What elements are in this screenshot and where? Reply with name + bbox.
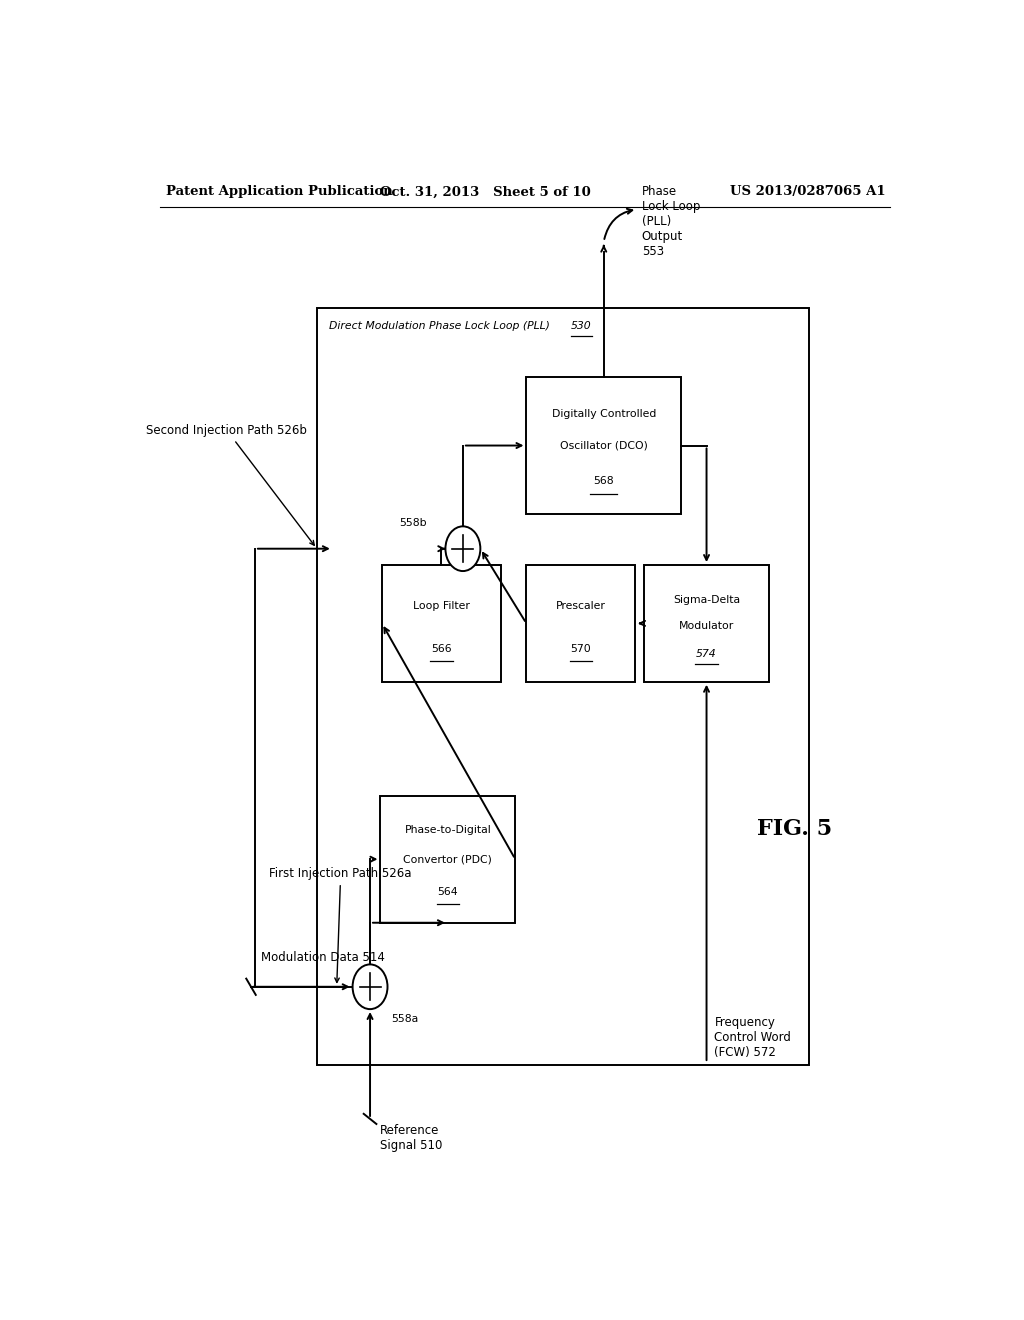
Text: Oct. 31, 2013   Sheet 5 of 10: Oct. 31, 2013 Sheet 5 of 10 — [380, 185, 591, 198]
Text: US 2013/0287065 A1: US 2013/0287065 A1 — [730, 185, 886, 198]
Bar — [526, 565, 635, 682]
Text: Sigma-Delta: Sigma-Delta — [673, 595, 740, 605]
Text: Oscillator (DCO): Oscillator (DCO) — [560, 441, 648, 450]
Text: Reference
Signal 510: Reference Signal 510 — [380, 1125, 442, 1152]
Text: Frequency
Control Word
(FCW) 572: Frequency Control Word (FCW) 572 — [715, 1016, 792, 1059]
Circle shape — [445, 527, 480, 572]
Text: 530: 530 — [570, 321, 592, 331]
Text: 570: 570 — [570, 644, 591, 655]
Text: 568: 568 — [594, 477, 614, 486]
Text: 558b: 558b — [399, 519, 427, 528]
Text: Modulation Data 514: Modulation Data 514 — [261, 952, 385, 965]
Text: 574: 574 — [696, 649, 717, 659]
Text: Phase
Lock Loop
(PLL)
Output
553: Phase Lock Loop (PLL) Output 553 — [642, 185, 700, 257]
Circle shape — [352, 965, 387, 1008]
Text: FIG. 5: FIG. 5 — [757, 818, 833, 841]
Text: First Injection Path 526a: First Injection Path 526a — [269, 867, 412, 982]
Text: Prescaler: Prescaler — [556, 601, 605, 611]
Text: Patent Application Publication: Patent Application Publication — [166, 185, 393, 198]
Text: Direct Modulation Phase Lock Loop (PLL): Direct Modulation Phase Lock Loop (PLL) — [329, 321, 553, 331]
Bar — [316, 308, 809, 1065]
Text: 558a: 558a — [391, 1014, 419, 1024]
Text: Second Injection Path 526b: Second Injection Path 526b — [146, 424, 314, 545]
Text: Convertor (PDC): Convertor (PDC) — [403, 854, 493, 865]
Text: 566: 566 — [431, 644, 452, 655]
Bar — [644, 565, 769, 682]
Text: 564: 564 — [437, 887, 458, 898]
Bar — [380, 796, 515, 923]
Bar — [382, 565, 501, 682]
Text: Digitally Controlled: Digitally Controlled — [552, 409, 656, 418]
Text: Modulator: Modulator — [679, 620, 734, 631]
Bar — [526, 378, 681, 515]
Text: Loop Filter: Loop Filter — [413, 601, 470, 611]
Text: Phase-to-Digital: Phase-to-Digital — [404, 825, 492, 836]
